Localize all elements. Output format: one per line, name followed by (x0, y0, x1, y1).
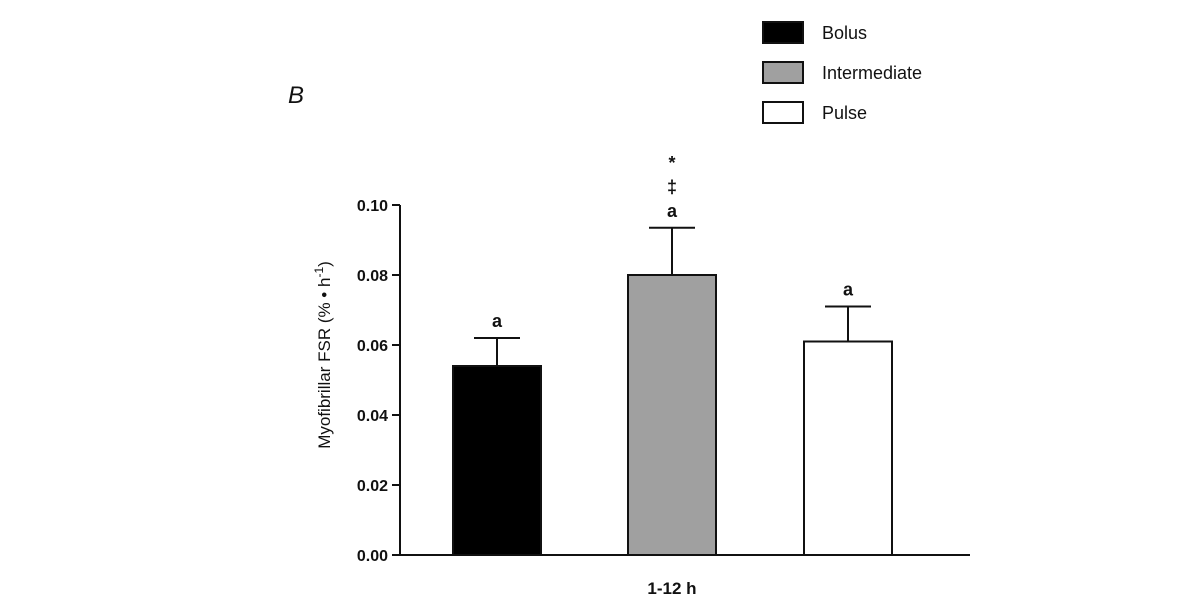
annotations: a * ‡ a a (492, 153, 854, 331)
bar-pulse (803, 340, 893, 556)
legend-swatch (762, 61, 804, 84)
legend-swatch (762, 21, 804, 44)
bar-bolus (452, 365, 542, 556)
y-axis-title-close: ) (315, 261, 334, 267)
annotation-label: a (667, 201, 678, 221)
bars (452, 274, 893, 556)
legend-label: Bolus (822, 23, 867, 43)
panel-label: B (288, 82, 304, 109)
legend: Bolus Intermediate Pulse (762, 21, 922, 124)
legend-label: Intermediate (822, 63, 922, 83)
error-bars (474, 226, 871, 366)
annotation-label: a (492, 311, 503, 331)
annotation-label: ‡ (667, 177, 677, 197)
legend-swatch (762, 101, 804, 124)
y-axis-title-unit: h (315, 278, 334, 292)
x-axis-title: 1-12 h (647, 579, 696, 598)
annotation-label: a (843, 280, 854, 300)
y-axis-title-main: Myofibrillar FSR (% (315, 298, 334, 449)
y-tick-label: 0.08 (357, 268, 388, 285)
y-axis: 0.00 0.02 0.04 0.06 0.08 0.10 (357, 198, 401, 565)
y-tick-label: 0.00 (357, 548, 388, 565)
annotation-label: * (668, 153, 675, 173)
y-tick-label: 0.02 (357, 478, 388, 495)
y-axis-title-sup: -1 (312, 267, 326, 278)
y-axis-title-dot: • (315, 292, 334, 298)
y-tick-label: 0.10 (357, 198, 388, 215)
y-axis-title: Myofibrillar FSR (% • h-1) (312, 261, 334, 449)
y-tick-label: 0.04 (357, 408, 388, 425)
bar-intermediate (627, 274, 717, 556)
legend-label: Pulse (822, 103, 867, 123)
y-tick-label: 0.06 (357, 338, 388, 355)
